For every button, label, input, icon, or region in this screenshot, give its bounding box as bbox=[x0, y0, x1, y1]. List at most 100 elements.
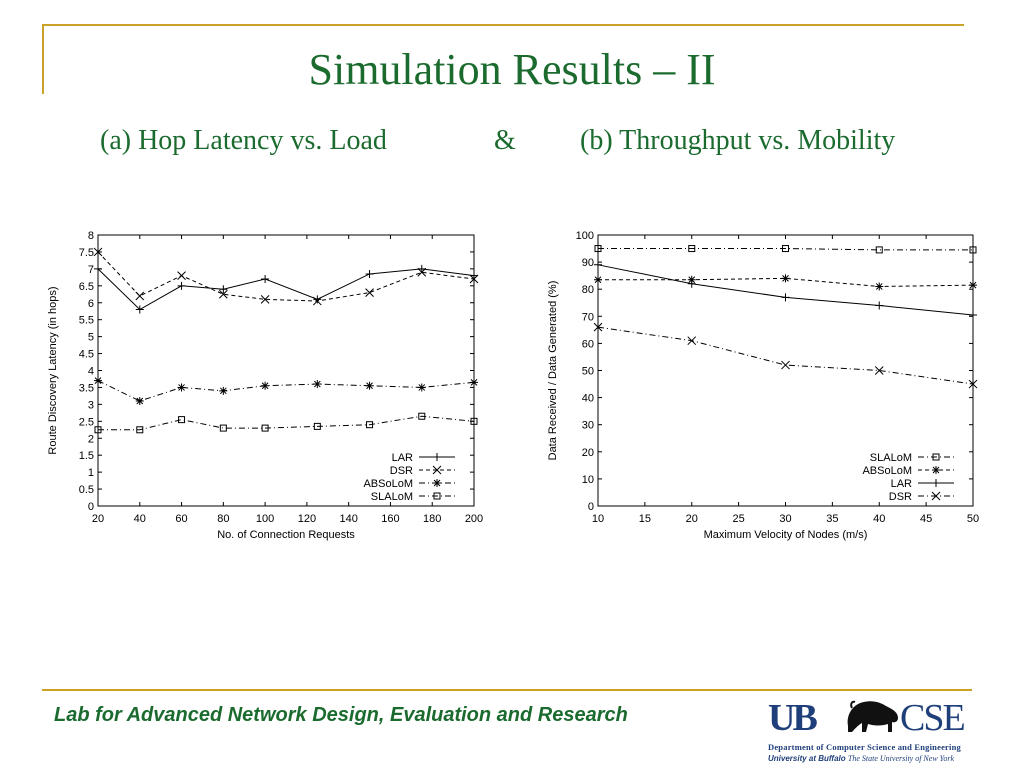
series-slalom bbox=[594, 245, 977, 254]
logo-ub-text: UB bbox=[768, 697, 818, 739]
chart-hop-latency: 0 0.5 1 1.5 2 2.5 3 3.5 4 4.5 5 5.5 6 6.5 7 7.5 8 20 40 60 8… bbox=[47, 230, 483, 541]
data-point bbox=[687, 336, 697, 346]
x-tick-label: 200 bbox=[465, 513, 483, 525]
legend-label: SLALoM bbox=[870, 452, 912, 464]
data-point bbox=[177, 281, 186, 290]
data-point bbox=[969, 246, 977, 254]
data-point bbox=[593, 322, 603, 332]
series-lar bbox=[94, 264, 478, 314]
y-tick-label: 50 bbox=[582, 366, 594, 378]
subtitle-a: (a) Hop Latency vs. Load bbox=[100, 125, 387, 156]
left-rule bbox=[42, 24, 44, 94]
y-tick-label: 60 bbox=[582, 338, 594, 350]
x-tick-label: 10 bbox=[592, 513, 604, 525]
data-point bbox=[687, 275, 696, 284]
data-point bbox=[875, 246, 883, 254]
data-point bbox=[94, 264, 102, 273]
series-line bbox=[597, 326, 974, 385]
y-axis-label: Route Discovery Latency (in hops) bbox=[47, 286, 59, 454]
y-tick-label: 0 bbox=[588, 501, 594, 513]
data-point bbox=[365, 381, 374, 390]
data-point bbox=[136, 426, 144, 434]
data-point bbox=[594, 275, 602, 284]
data-point bbox=[219, 424, 227, 432]
logo-cse-text: CSE bbox=[900, 697, 966, 739]
data-point bbox=[135, 305, 144, 314]
x-tick-label: 180 bbox=[423, 513, 441, 525]
data-point bbox=[366, 421, 374, 429]
series-line bbox=[97, 251, 475, 302]
y-tick-label: 4.5 bbox=[79, 349, 94, 361]
x-tick-label: 100 bbox=[256, 513, 274, 525]
series-slalom bbox=[94, 412, 478, 434]
x-tick-label: 120 bbox=[298, 513, 316, 525]
data-point bbox=[94, 426, 102, 434]
x-axis-label: No. of Connection Requests bbox=[217, 529, 355, 541]
x-tick-label: 60 bbox=[175, 513, 187, 525]
data-point bbox=[687, 279, 696, 288]
data-point bbox=[417, 264, 426, 273]
y-tick-label: 1 bbox=[88, 467, 94, 479]
legend-marker bbox=[433, 479, 441, 487]
subtitle-ampersand: & bbox=[494, 125, 516, 156]
data-point bbox=[594, 260, 602, 269]
legend-label: ABSoLoM bbox=[862, 465, 912, 477]
x-tick-label: 15 bbox=[639, 513, 651, 525]
data-point bbox=[219, 386, 228, 395]
data-point bbox=[313, 422, 321, 430]
data-point bbox=[781, 293, 790, 302]
y-tick-label: 8 bbox=[88, 230, 94, 242]
x-tick-label: 20 bbox=[686, 513, 698, 525]
legend-marker bbox=[433, 453, 441, 461]
legend-label: SLALoM bbox=[371, 491, 413, 503]
data-point bbox=[417, 383, 426, 392]
data-point bbox=[969, 281, 977, 290]
data-point bbox=[261, 424, 269, 432]
series-lar bbox=[594, 260, 977, 319]
data-point bbox=[781, 274, 790, 283]
x-tick-label: 40 bbox=[873, 513, 885, 525]
y-tick-label: 80 bbox=[582, 284, 594, 296]
x-tick-label: 50 bbox=[967, 513, 979, 525]
data-point bbox=[874, 366, 884, 375]
data-point bbox=[782, 245, 789, 253]
data-point bbox=[261, 275, 270, 284]
data-point bbox=[470, 378, 478, 387]
logo-univ-rest: The State University of New York bbox=[847, 754, 955, 763]
y-tick-label: 2 bbox=[88, 433, 94, 445]
series-line bbox=[97, 380, 475, 402]
x-tick-label: 20 bbox=[92, 513, 104, 525]
data-point bbox=[93, 247, 103, 257]
data-point bbox=[313, 380, 322, 389]
logo-university: University at Buffalo The State Universi… bbox=[768, 754, 954, 763]
y-tick-label: 5 bbox=[88, 332, 94, 344]
x-tick-label: 45 bbox=[920, 513, 932, 525]
ub-cse-logo: UB CSE Department of Computer Science an… bbox=[766, 694, 976, 766]
y-axis-label: Data Received / Data Generated (%) bbox=[547, 281, 559, 461]
legend-marker bbox=[932, 479, 940, 487]
footer-rule bbox=[42, 689, 972, 691]
y-tick-label: 2.5 bbox=[79, 416, 94, 428]
x-tick-label: 25 bbox=[733, 513, 745, 525]
bison-icon bbox=[847, 700, 898, 732]
series-absolom bbox=[94, 376, 478, 405]
footer-lab-name: Lab for Advanced Network Design, Evaluat… bbox=[54, 704, 628, 726]
data-point bbox=[218, 289, 228, 299]
plot-frame bbox=[97, 234, 475, 507]
data-point bbox=[418, 412, 426, 420]
data-point bbox=[469, 274, 479, 284]
data-point bbox=[312, 296, 322, 306]
logo-univ-bold: University at Buffalo bbox=[768, 754, 846, 763]
series-line bbox=[598, 248, 973, 251]
y-tick-label: 6 bbox=[88, 298, 94, 310]
data-point bbox=[177, 383, 186, 392]
subtitle-b: (b) Throughput vs. Mobility bbox=[580, 125, 896, 156]
data-point bbox=[365, 269, 374, 278]
data-point bbox=[470, 417, 478, 425]
legend-marker bbox=[932, 466, 940, 474]
y-tick-label: 4 bbox=[88, 366, 94, 378]
data-point bbox=[177, 271, 186, 281]
y-tick-label: 3.5 bbox=[79, 382, 94, 394]
x-tick-label: 160 bbox=[381, 513, 399, 525]
y-tick-label: 90 bbox=[582, 257, 594, 269]
